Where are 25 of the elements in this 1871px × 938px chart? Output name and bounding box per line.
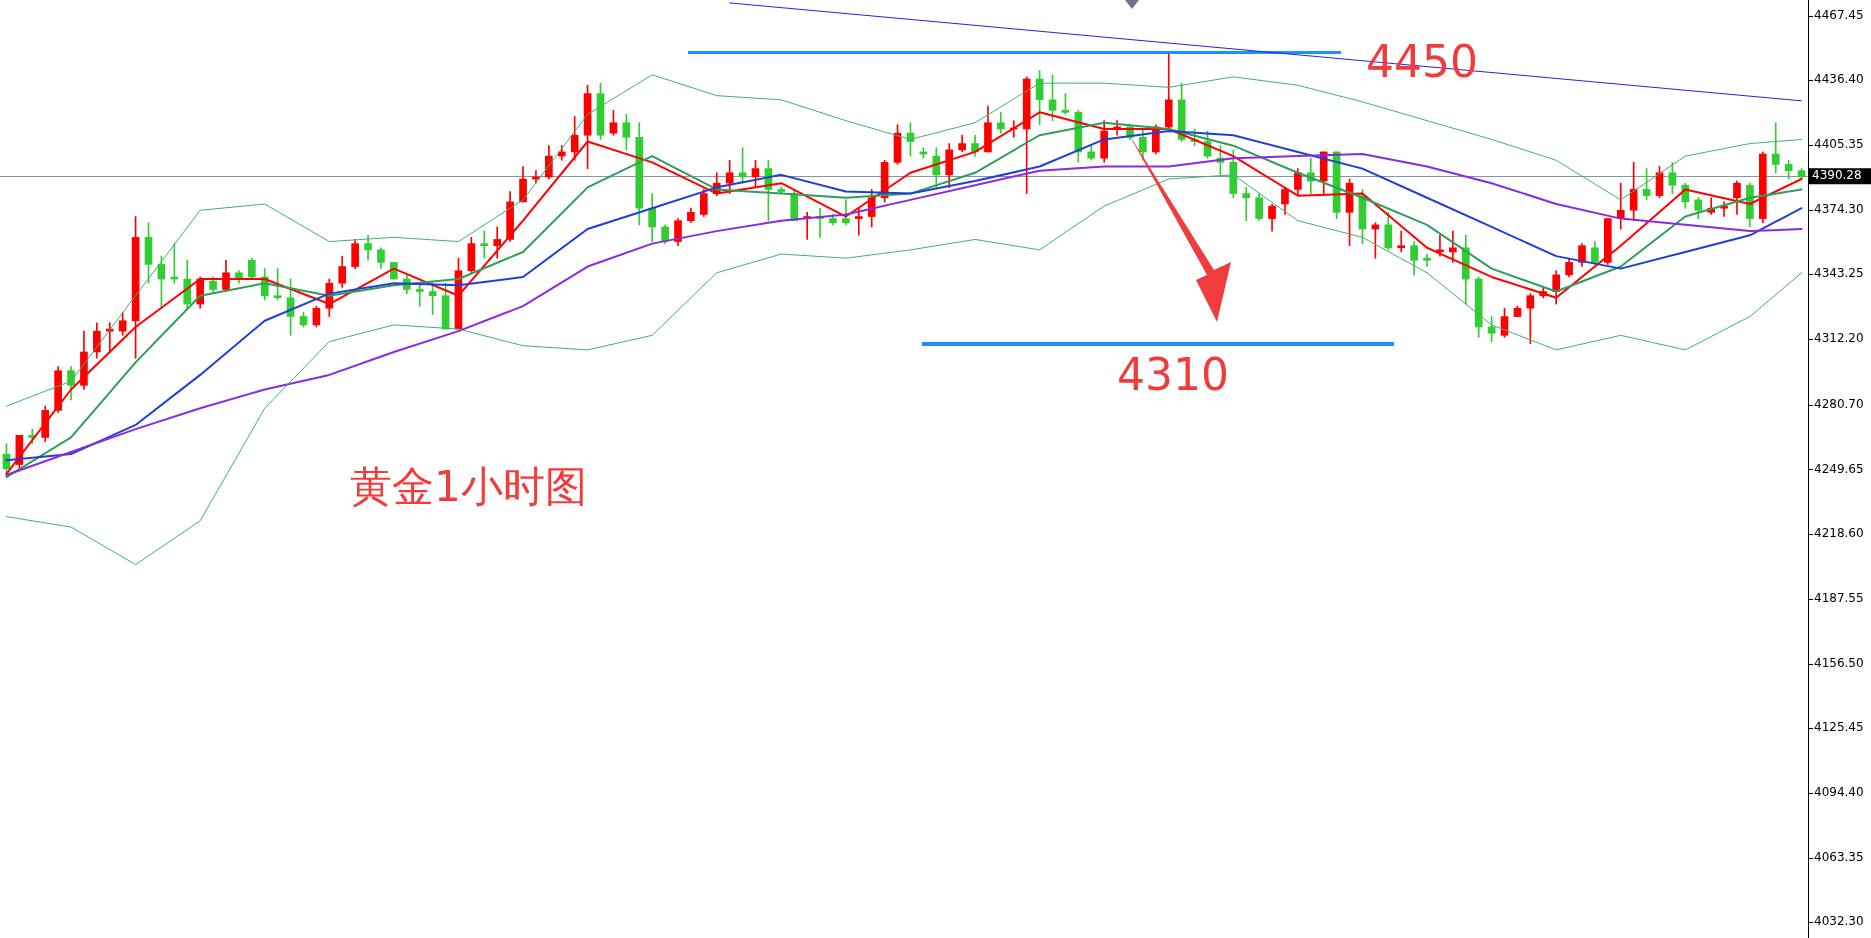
y-tick-label: 4125.45 [1814,720,1864,735]
y-tick-label: 4343.25 [1814,266,1864,281]
y-tick-label: 4249.65 [1814,461,1864,476]
y-tick-label: 4218.60 [1814,526,1864,541]
y-tick-label: 4280.70 [1814,396,1864,411]
candlestick [854,207,863,236]
y-tick-label: 4094.40 [1814,785,1864,800]
y-tick-label: 4063.35 [1814,849,1864,864]
y-tick-label: 4405.35 [1814,137,1864,152]
candlestick [1771,122,1780,174]
y-tick-label: 4436.40 [1814,72,1864,87]
text: 黄金1小时图 [350,461,587,513]
candlestick [1242,187,1251,222]
ref-line-label: 4310 [1117,349,1229,401]
y-tick-label: 4156.50 [1814,655,1864,670]
y-tick-label: 4467.45 [1814,7,1864,22]
candlestick [1423,253,1431,267]
candlestick [415,282,424,307]
y-tick-label: 4374.30 [1814,201,1864,216]
y-tick-label: 4187.55 [1814,590,1864,605]
candlestick [1397,230,1406,253]
candlestick [480,230,489,259]
ref-line-label: 4390.28 [1812,168,1862,183]
y-tick-label: 4032.30 [1814,914,1864,929]
y-tick-label: 4312.20 [1814,331,1864,346]
